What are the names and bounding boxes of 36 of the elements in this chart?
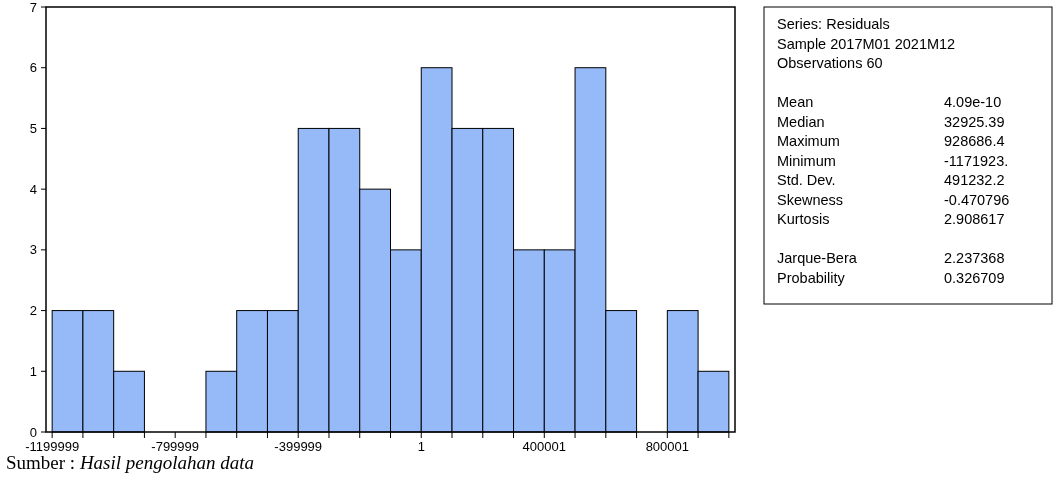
text: Sample 2017M01 2021M12 [777,35,956,52]
text: -1171923. [944,152,1009,169]
text: Observations 60 [777,55,883,71]
x-tick-label: 400001 [522,439,566,454]
category-label: Mean [777,94,814,110]
x-tick-label: 800001 [645,439,690,454]
text: 491232.2 [944,172,1005,188]
category-label: Probability [777,269,846,286]
category-label: Kurtosis [777,211,830,227]
text: Series: Residuals [777,16,890,32]
category-label: Std. Dev. [777,172,836,188]
x-tick-label: 1 [417,439,425,454]
text: Sumber : Hasil pengolahan data [6,452,255,473]
y-tick-label: 4 [29,181,37,197]
x-tick-label: -1199999 [25,439,80,454]
y-tick-label: 1 [29,363,37,379]
text: 2.237368 [944,250,1005,266]
category-label: Jarque-Bera [777,250,858,266]
text: 2.908617 [944,211,1005,227]
y-tick-label: 3 [29,242,37,258]
category-label: Maximum [777,133,840,149]
category-label: Minimum [777,152,836,169]
y-tick-label: 7 [29,0,37,15]
y-tick-label: 5 [29,120,37,136]
x-tick-label: -399999 [274,439,323,454]
text: 0.326709 [944,269,1005,286]
text: 4.09e-10 [944,94,1002,110]
category-label: Skewness [777,191,844,208]
x-tick-label: -799999 [151,439,200,454]
category-label: Median [777,113,825,130]
y-tick-label: 0 [29,424,37,440]
y-tick-label: 2 [29,303,37,319]
y-tick-label: 6 [29,60,37,76]
text: -0.470796 [944,191,1010,208]
text: 32925.39 [944,113,1005,130]
text: 928686.4 [944,133,1005,149]
